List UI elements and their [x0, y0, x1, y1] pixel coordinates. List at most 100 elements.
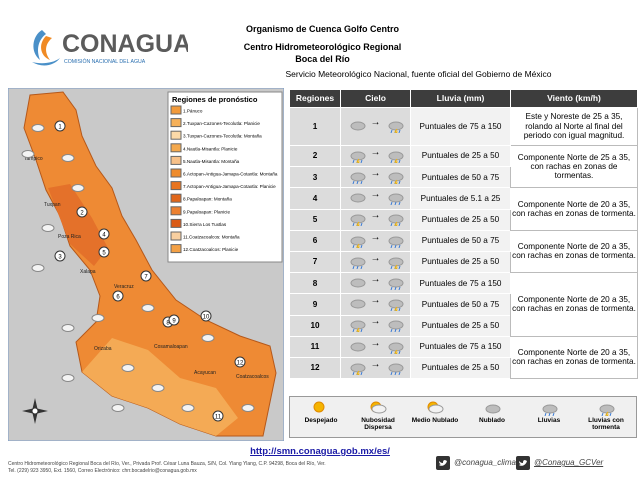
- table-row: 7 → Puntuales de 25 a 50: [289, 250, 638, 274]
- url-link[interactable]: http://smn.conagua.gob.mx/es/: [250, 446, 390, 457]
- sky-legend: [289, 396, 637, 438]
- wind-cell: Componente Norte de 25 a 35, con rachas …: [510, 144, 638, 189]
- sky-icon: [388, 172, 403, 187]
- legend-label: 6.Actopan-Antigua-Jamapa-Cotaxtla: Monta…: [183, 172, 278, 177]
- column-header: Viento (km/h): [510, 89, 638, 108]
- region-marker: [200, 310, 212, 322]
- header-row: Regiones Cielo Lluvia (mm) Viento (km/h): [289, 89, 638, 108]
- sky-icon: [350, 193, 365, 203]
- map-cloud: [31, 124, 45, 132]
- wind-cell: Componente Norte de 20 a 35, con rachas …: [510, 229, 638, 274]
- map-cloud: [61, 324, 75, 332]
- column-header: Cielo: [340, 89, 411, 108]
- table-row: 8 → Puntuales de 75 a 150 Componente Norte …: [289, 272, 638, 337]
- sky-legend-label: Despejado: [304, 417, 338, 424]
- region-number: 2: [80, 211, 84, 217]
- rain-cell: Puntuales de 50 a 75: [410, 229, 511, 252]
- legend-label: 4.Nautla-Misantla: Planicie: [183, 146, 238, 151]
- region-marker: [140, 270, 152, 282]
- sky-icon: [350, 299, 365, 309]
- sky-icon: [388, 151, 403, 166]
- sky-cell: →: [340, 208, 411, 231]
- table-row: 12 → Puntuales de 25 a 50: [289, 356, 638, 380]
- address: Centro Hidrometeorológico Regional Boca …: [8, 461, 326, 467]
- sky-legend-label: Medio Nublado: [411, 417, 459, 424]
- place-label: Coatzacoalcos: [236, 374, 269, 380]
- legend-swatch: [170, 168, 182, 178]
- table-row: 4 → Puntuales de 5.1 a 25 Componente Norte …: [289, 187, 638, 231]
- sky-icon: [388, 257, 403, 272]
- place-label: Tampico: [24, 156, 43, 162]
- region-marker: [76, 206, 88, 218]
- region-marker: [112, 290, 124, 302]
- legend-swatch: [170, 130, 182, 140]
- region-cell: 4: [289, 187, 341, 210]
- wind-cell: Componente Norte de 20 a 35, con rachas …: [510, 335, 638, 380]
- place-label: Tuxpan: [44, 202, 61, 208]
- region-cell: 7: [289, 250, 341, 274]
- legend-label: 5.Nautla-Misantla: Montaña: [183, 159, 240, 164]
- region-marker: [98, 228, 110, 240]
- sky-icon: [350, 236, 365, 250]
- region-shade: [48, 184, 108, 266]
- place-label: Acayucan: [194, 370, 216, 376]
- legend-swatch: [170, 193, 182, 203]
- legend-label: 8.Papaloapan: Montaña: [183, 197, 232, 202]
- sky-cell: →: [340, 293, 411, 316]
- region-cell: 1: [289, 107, 341, 146]
- arrow: →: [370, 358, 381, 370]
- sky-icon: [388, 236, 403, 248]
- legend-swatch: [170, 218, 182, 228]
- region-marker: [54, 250, 66, 262]
- state-shape: [23, 91, 277, 437]
- twitter-clima: @conagua_clima: [454, 458, 516, 467]
- sky-icon: [388, 363, 403, 375]
- map-cloud: [201, 334, 215, 342]
- rain-cell: Puntuales de 5.1 a 25: [410, 187, 511, 210]
- column-header: Regiones: [289, 89, 341, 108]
- region-cell: 5: [289, 208, 341, 231]
- sky-cell: →: [340, 356, 411, 380]
- sky-icon: [388, 121, 403, 136]
- sky-icon: [388, 320, 403, 333]
- region-number: 5: [102, 251, 106, 257]
- rain-cell: Puntuales de 75 a 150: [410, 335, 511, 358]
- arrow: →: [370, 252, 381, 264]
- sky-cell: →: [340, 107, 411, 146]
- sky-icon: [599, 404, 615, 416]
- sky-icon: [350, 257, 365, 269]
- sky-cell: →: [340, 144, 411, 168]
- legend-label: 7.Actopan-Antigua-Jamapa-Cotaxtla: Plani…: [183, 184, 276, 189]
- region-number: 12: [237, 361, 244, 367]
- region-cell: 2: [289, 144, 341, 168]
- sky-icon: [350, 214, 365, 229]
- region-cell: 11: [289, 335, 341, 358]
- wind-cell: Componente Norte de 20 a 35, con rachas …: [510, 187, 638, 231]
- region-marker: [212, 410, 224, 422]
- map-cloud: [71, 184, 85, 192]
- sky-icon: [388, 214, 403, 229]
- legend-swatch: [170, 181, 182, 191]
- sky-icon: [313, 401, 325, 413]
- place-label: Orizaba: [94, 346, 112, 352]
- sky-icon: [350, 121, 365, 131]
- wind-cell: Este y Noreste de 25 a 35, rolando al No…: [510, 107, 638, 146]
- region-marker: [168, 314, 180, 326]
- legend-swatch: [170, 155, 182, 165]
- sky-icon: [388, 342, 403, 356]
- map-cloud: [111, 404, 125, 412]
- region-cell: 10: [289, 314, 341, 337]
- region-marker: [54, 120, 66, 132]
- arrow: →: [370, 210, 381, 222]
- map-cloud: [141, 304, 155, 312]
- sky-cell: →: [340, 272, 411, 295]
- table-row: 11 → Puntuales de 75 a 150 Componente Norte…: [289, 335, 638, 380]
- sky-legend-label: Nublado: [479, 417, 505, 424]
- legend-label: 9.Papaloapan: Planicie: [183, 209, 230, 214]
- twitter-icon: [436, 456, 450, 470]
- sky-cell: →: [340, 187, 411, 210]
- sky-icon: [388, 278, 403, 291]
- region-number: 1: [58, 125, 62, 131]
- sky-icon: [388, 299, 403, 314]
- map-cloud: [181, 404, 195, 412]
